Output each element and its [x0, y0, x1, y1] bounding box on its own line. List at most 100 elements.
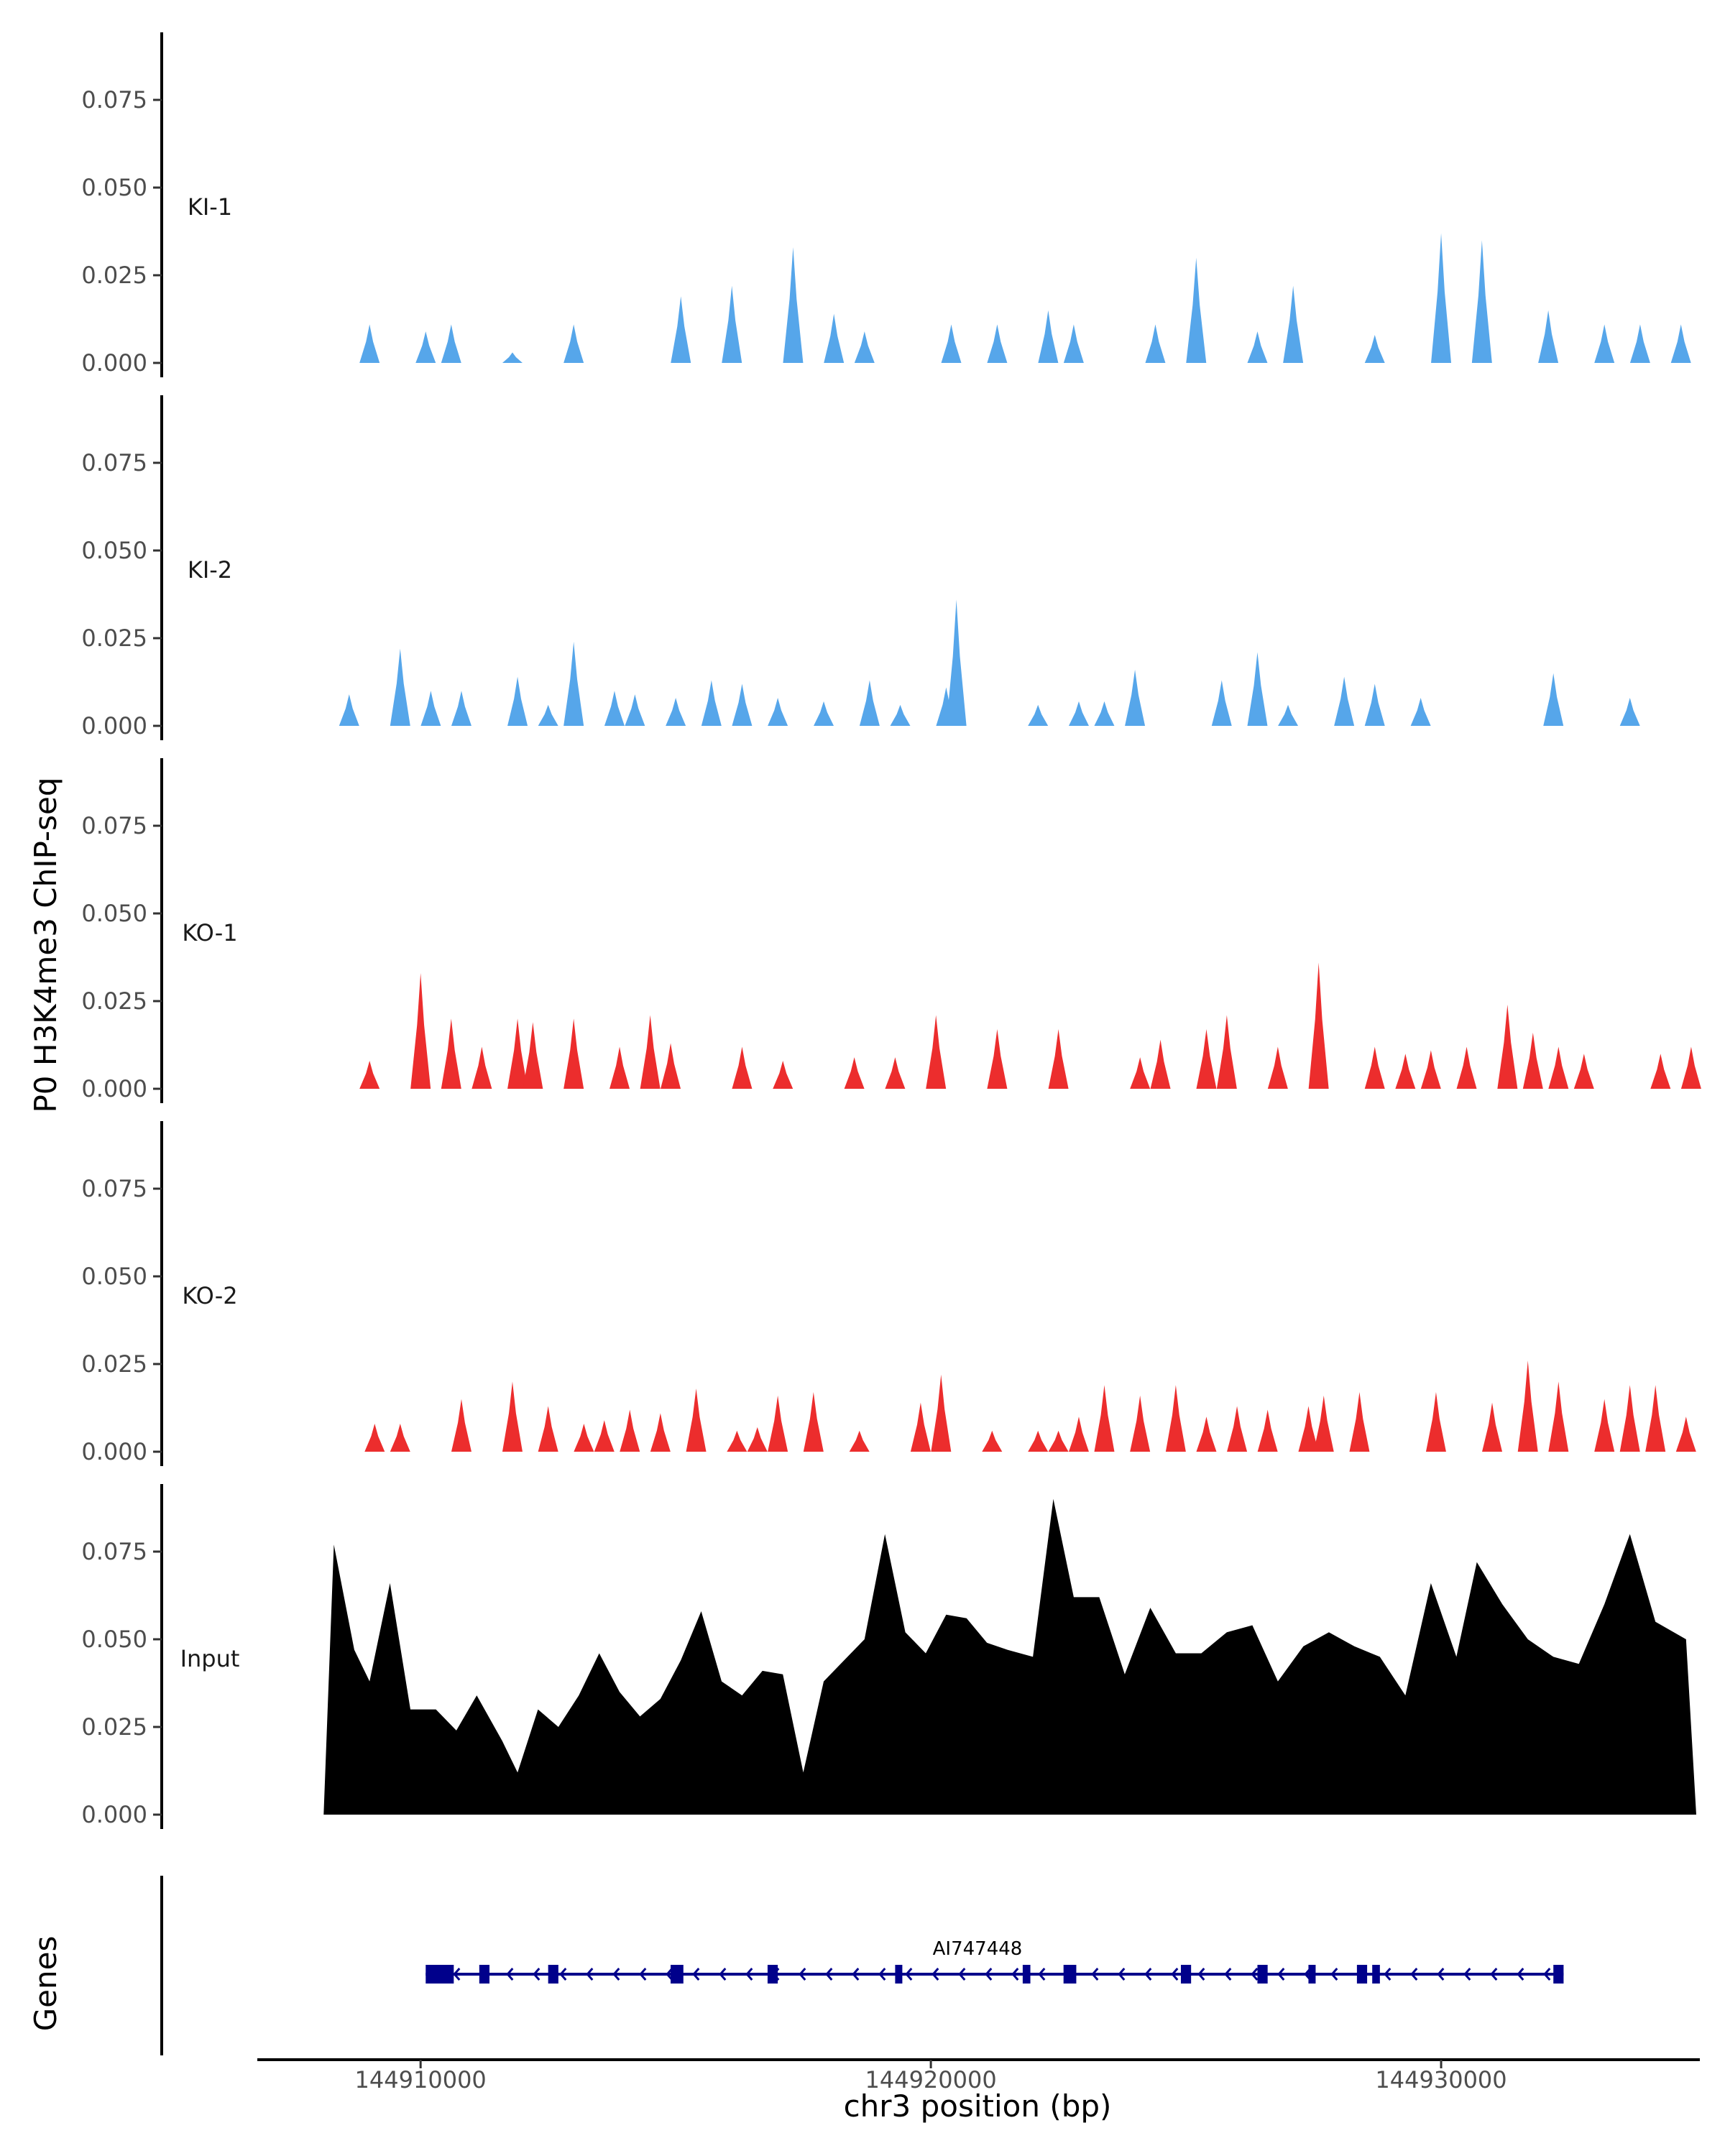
coverage-peak [502, 1381, 523, 1452]
y-tick-label: 0.050 [81, 537, 147, 564]
coverage-peak [1298, 1406, 1319, 1452]
strand-arrow [1463, 1968, 1471, 1981]
coverage-peak [1334, 676, 1355, 726]
coverage-peak [844, 1057, 865, 1089]
x-tick-label: 144930000 [1375, 2066, 1506, 2093]
gene-exon [548, 1965, 558, 1984]
coverage-peak [701, 680, 722, 726]
coverage-peak [1130, 1395, 1151, 1452]
strand-arrow [1224, 1968, 1232, 1981]
strand-arrow [1490, 1968, 1498, 1981]
strand-arrow [506, 1968, 514, 1981]
coverage-peak [1068, 701, 1089, 726]
strand-arrow [666, 1968, 673, 1981]
coverage-peak [1410, 697, 1431, 726]
coverage-peak [1395, 1054, 1416, 1089]
strand-arrow [639, 1968, 647, 1981]
strand-arrow [453, 1968, 461, 1981]
coverage-peak [523, 1022, 543, 1089]
coverage-peak [661, 1043, 681, 1089]
strand-arrow [1330, 1968, 1338, 1981]
strand-arrow [612, 1968, 620, 1981]
coverage-peak [1028, 1430, 1049, 1452]
coverage-peak [1349, 1392, 1370, 1452]
strand-arrow [958, 1968, 966, 1981]
gene-exon [1372, 1965, 1380, 1984]
strand-arrow [799, 1968, 806, 1981]
coverage-peak [502, 352, 523, 363]
coverage-peak [910, 1402, 931, 1452]
coverage-peak [926, 1015, 947, 1089]
strand-arrow [905, 1968, 913, 1981]
track-label: KI-1 [188, 193, 232, 221]
coverage-peak [890, 704, 911, 726]
strand-arrow [852, 1968, 860, 1981]
coverage-peak [390, 648, 410, 726]
coverage-peak [1308, 962, 1329, 1089]
gene-name-label: AI747448 [933, 1938, 1023, 1960]
track-input: 0.000 0.025 0.050 0.075 Input [81, 1484, 1696, 1829]
coverage-peak [1063, 324, 1084, 363]
track-ko-1: 0.000 0.025 0.050 0.075 KO-1 [81, 758, 1701, 1103]
coverage-peak [1313, 1395, 1334, 1452]
coverage-peak [1257, 1409, 1278, 1452]
coverage-peak [1594, 1399, 1615, 1452]
coverage-peak [1247, 331, 1268, 363]
x-axis-title: chr3 position (bp) [844, 2088, 1112, 2124]
y-tick-label: 0.050 [81, 1263, 147, 1290]
gene-exon [1063, 1965, 1077, 1984]
coverage-peak [768, 697, 788, 726]
coverage-peak [604, 691, 625, 726]
coverage-peak [441, 324, 461, 363]
strand-arrow [1277, 1968, 1285, 1981]
gene-exon [426, 1965, 454, 1984]
coverage-peak [1594, 324, 1615, 363]
coverage-peak [564, 641, 584, 726]
coverage-peak [987, 1029, 1008, 1089]
strand-arrow [1038, 1968, 1046, 1981]
coverage-peak [1538, 310, 1559, 363]
coverage-peak [1145, 324, 1166, 363]
track-ki-1: 0.000 0.025 0.050 0.075 KI-1 [81, 32, 1691, 377]
coverage-peak [854, 331, 875, 363]
coverage-peak [1125, 669, 1146, 726]
coverage-peak [574, 1423, 594, 1452]
gene-exon [1553, 1965, 1564, 1984]
coverage-peak [982, 1430, 1003, 1452]
coverage-peak [1482, 1402, 1503, 1452]
input-coverage-area [323, 1498, 1696, 1815]
strand-arrow [1011, 1968, 1019, 1981]
coverage-peak [415, 331, 436, 363]
gene-exon [1257, 1965, 1268, 1984]
strand-arrow [1197, 1968, 1205, 1981]
coverage-peak [1227, 1406, 1248, 1452]
y-tick-label: 0.075 [81, 1175, 147, 1202]
coverage-peak [359, 324, 380, 363]
coverage-peak [538, 1406, 558, 1452]
coverage-peak [1522, 1032, 1543, 1089]
coverage-peak [451, 1399, 472, 1452]
gene-exon [1308, 1965, 1316, 1984]
gene-exon [767, 1965, 778, 1984]
coverage-peak [650, 1413, 671, 1452]
coverage-peak [1094, 1385, 1115, 1452]
strand-arrow [559, 1968, 567, 1981]
strand-arrow [932, 1968, 939, 1981]
track-ko-2: 0.000 0.025 0.050 0.075 KO-2 [81, 1121, 1696, 1466]
coverage-peak [1497, 1004, 1518, 1089]
coverage-peak [1196, 1029, 1217, 1089]
coverage-peak [1216, 1015, 1237, 1089]
coverage-peak [390, 1423, 410, 1452]
coverage-peak [722, 285, 742, 363]
coverage-peak [410, 972, 431, 1089]
strand-arrow [1251, 1968, 1259, 1981]
coverage-peak [1048, 1029, 1069, 1089]
coverage-peak [364, 1423, 385, 1452]
track-label: KI-2 [188, 556, 232, 584]
coverage-peak [1267, 1046, 1288, 1089]
coverage-peak [451, 691, 472, 726]
coverage-peak [1543, 673, 1564, 726]
coverage-peak [1364, 1046, 1385, 1089]
coverage-peak [1068, 1416, 1089, 1452]
